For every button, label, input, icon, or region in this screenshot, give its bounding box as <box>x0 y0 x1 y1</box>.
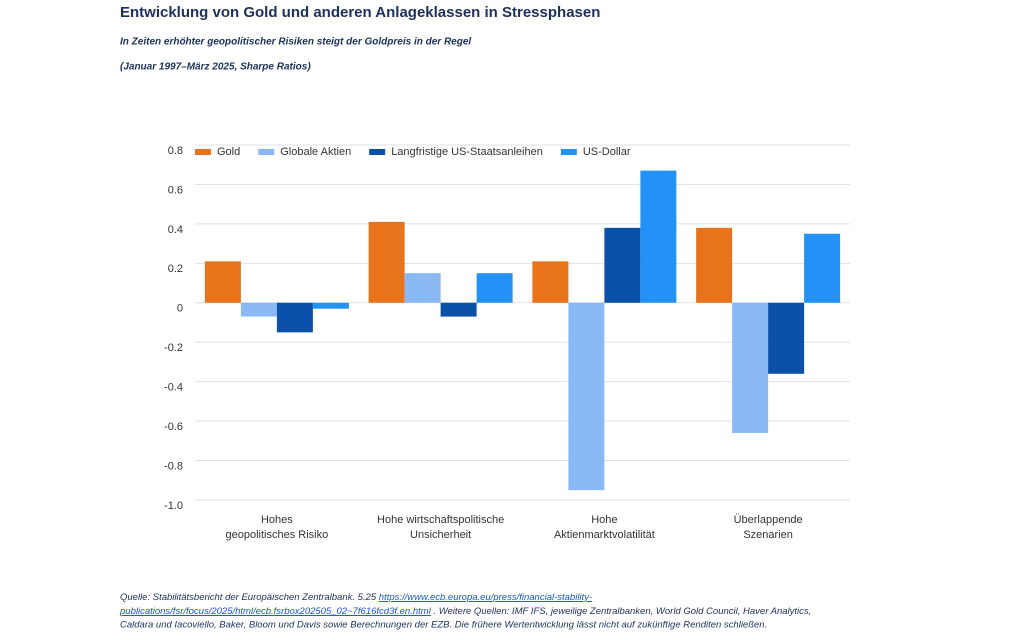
bar <box>204 261 241 303</box>
footnote-text: . Weitere Quellen: IMF IFS, jeweilige Ze… <box>431 606 812 617</box>
y-tick-label: 0.8 <box>168 145 183 157</box>
x-tick-label-line: geopolitisches Risiko <box>226 529 329 541</box>
y-tick-label: 0 <box>177 303 183 315</box>
y-tick-label: -0.4 <box>164 382 183 394</box>
x-tick-label-line: Szenarien <box>743 529 793 541</box>
bar <box>604 227 641 303</box>
y-tick-label: -0.8 <box>164 460 183 472</box>
legend-label: US-Dollar <box>583 146 631 158</box>
bar <box>476 273 513 303</box>
bar <box>404 273 441 303</box>
y-tick-label: 0.2 <box>168 263 183 275</box>
x-tick-label-line: Unsicherheit <box>410 529 471 541</box>
legend-swatch <box>560 149 577 155</box>
chart-subtitle: In Zeiten erhöhter geopolitischer Risike… <box>120 37 471 48</box>
x-tick-label-line: Hohes <box>261 514 293 526</box>
legend-swatch <box>195 149 211 155</box>
x-tick-label: Hohe wirtschaftspolitische Unsicherheit <box>377 514 504 541</box>
x-tick-label-line: Überlappende <box>734 514 803 526</box>
bar <box>532 261 569 303</box>
chart-note: (Januar 1997–März 2025, Sharpe Ratios) <box>120 62 311 73</box>
y-tick-label: 0.4 <box>168 224 183 236</box>
bar <box>568 302 605 491</box>
x-tick-label-line: Hohe <box>591 514 617 526</box>
legend-swatch <box>369 149 386 155</box>
bar <box>368 221 405 303</box>
y-tick-label: 0.6 <box>168 184 183 196</box>
legend-swatch <box>258 149 275 155</box>
bar <box>696 227 733 303</box>
x-tick-label-line: Hohe wirtschaftspolitische <box>377 514 504 526</box>
footnote: publications/fsr/focus/2025/html/ecb.fsr… <box>119 606 811 617</box>
bar <box>312 302 349 309</box>
y-tick-label: -0.2 <box>164 342 183 354</box>
bar <box>732 302 769 433</box>
x-tick-label: Überlappende Szenarien <box>734 514 803 541</box>
bar <box>768 302 805 374</box>
legend-label: Langfristige US-Staatsanleihen <box>391 146 543 158</box>
bar <box>240 302 277 317</box>
footnote-link[interactable]: publications/fsr/focus/2025/html/ecb.fsr… <box>119 606 432 617</box>
footnote: Caldara und Iacoviello, Baker, Bloom und… <box>120 620 767 631</box>
legend-label: Gold <box>217 146 240 158</box>
chart-title: Entwicklung von Gold und anderen Anlagek… <box>120 4 600 21</box>
footnote: Quelle: Stabilitätsbericht der Europäisc… <box>120 592 592 603</box>
x-tick-label-line: Aktienmarktvolatilität <box>554 529 655 541</box>
y-tick-label: -0.6 <box>164 421 183 433</box>
bar <box>640 170 677 303</box>
legend-label: Globale Aktien <box>280 146 351 158</box>
x-tick-label: Hohes geopolitisches Risiko <box>226 514 329 541</box>
bar <box>276 302 313 333</box>
footnote-link[interactable]: https://www.ecb.europa.eu/press/financia… <box>379 592 592 603</box>
bar <box>804 233 841 303</box>
x-tick-label: Hohe Aktienmarktvolatilität <box>554 514 655 541</box>
footnote-text: Quelle: Stabilitätsbericht der Europäisc… <box>120 592 379 603</box>
y-tick-label: -1.0 <box>164 500 183 512</box>
bar <box>440 302 477 317</box>
